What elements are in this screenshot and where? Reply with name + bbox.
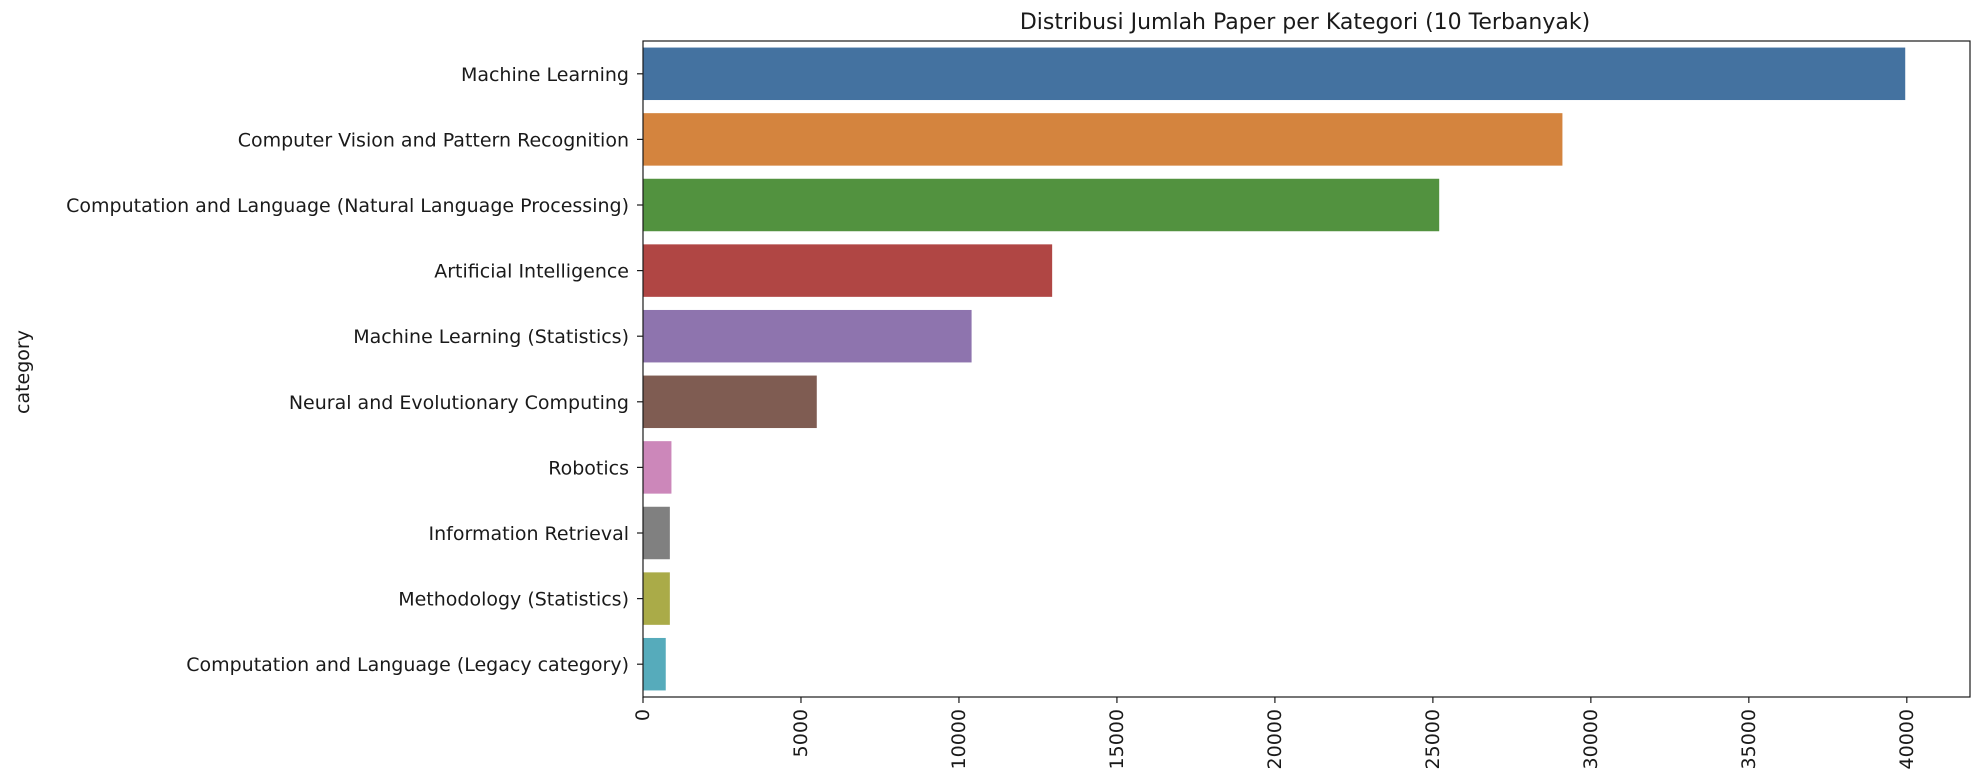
y-tick-label: Machine Learning (Statistics) xyxy=(353,326,629,348)
bar xyxy=(643,309,972,363)
bar xyxy=(643,572,670,625)
bar xyxy=(643,113,1563,166)
bar xyxy=(643,47,1906,101)
bar xyxy=(643,506,670,560)
y-tick-label: Robotics xyxy=(548,457,629,479)
x-tick-label: 30000 xyxy=(1580,709,1602,769)
y-tick-label: Computer Vision and Pattern Recognition xyxy=(238,129,629,151)
y-axis-label: category xyxy=(12,330,34,414)
chart-title: Distribusi Jumlah Paper per Kategori (10… xyxy=(1020,10,1590,35)
plot-frame xyxy=(642,40,1971,698)
bars-group xyxy=(643,47,1906,691)
x-tick-label: 35000 xyxy=(1738,709,1760,769)
x-tick-label: 40000 xyxy=(1896,709,1918,769)
x-tick-label: 5000 xyxy=(790,709,812,757)
bar xyxy=(643,244,1053,297)
y-axis-ticks: Machine Learning Computer Vision and Patt… xyxy=(66,64,643,676)
bar xyxy=(643,441,672,494)
y-tick-label: Neural and Evolutionary Computing xyxy=(289,392,629,414)
x-tick-label: 15000 xyxy=(1106,709,1128,769)
y-tick-label: Artificial Intelligence xyxy=(434,261,629,283)
x-tick-label: 0 xyxy=(632,709,654,721)
y-tick-label: Computation and Language (Natural Langua… xyxy=(66,195,629,217)
x-tick-label: 20000 xyxy=(1264,709,1286,769)
y-tick-label: Computation and Language (Legacy categor… xyxy=(186,654,629,676)
bar xyxy=(643,375,817,429)
x-tick-label: 25000 xyxy=(1422,709,1444,769)
y-tick-label: Information Retrieval xyxy=(429,523,629,545)
y-tick-label: Machine Learning xyxy=(461,64,629,86)
bar xyxy=(643,637,666,691)
bar xyxy=(643,178,1440,232)
y-tick-label: Methodology (Statistics) xyxy=(398,589,629,611)
x-tick-label: 10000 xyxy=(948,709,970,769)
x-axis-ticks: 0 5000 10000 15000 20000 25000 30000 35000 40000 xyxy=(632,697,1918,769)
